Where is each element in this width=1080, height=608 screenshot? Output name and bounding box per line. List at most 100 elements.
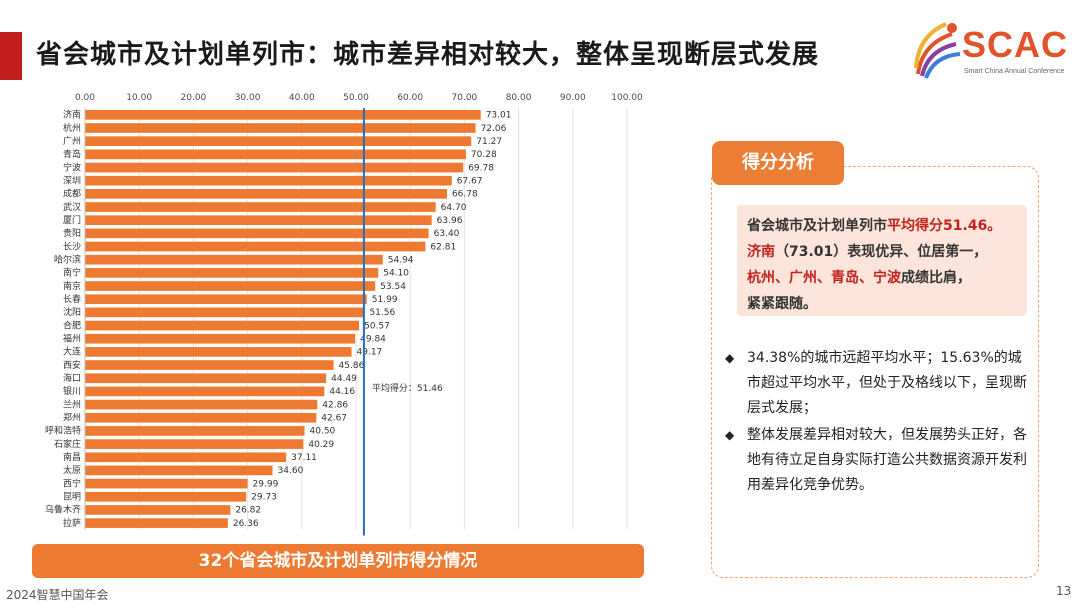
bar (85, 505, 231, 515)
summary-text: 成绩比肩， (901, 270, 971, 286)
x-tick-label: 70.00 (452, 93, 478, 103)
logo-swirl-icon (914, 22, 961, 79)
value-label: 29.73 (251, 493, 277, 503)
value-label: 66.78 (452, 190, 478, 200)
summary-line-1: 省会城市及计划单列市平均得分51.46。 (747, 213, 1017, 239)
logo-text: SCAC (962, 24, 1069, 65)
value-label: 54.94 (388, 255, 414, 265)
bar (85, 123, 476, 133)
bar (85, 412, 317, 423)
value-label: 72.06 (481, 124, 507, 134)
summary-line-2: 济南（73.01）表现优异、位居第一， (747, 239, 1017, 265)
bar (85, 268, 379, 278)
value-label: 70.28 (471, 150, 497, 160)
bullet-text: 34.38%的城市远超平均水平；15.63%的城市超过平均水平，但处于及格线以下… (747, 350, 1027, 416)
value-label: 50.57 (364, 321, 390, 331)
bullet-text: 整体发展差异相对较大，但发展势头正好，各地有待立足自身实际打造公共数据资源开发利… (747, 427, 1027, 493)
diamond-bullet-icon: ◆ (725, 351, 735, 365)
x-tick-label: 100.00 (611, 93, 643, 103)
value-label: 40.29 (308, 440, 334, 450)
value-label: 51.99 (372, 295, 398, 305)
category-label: 石家庄 (54, 438, 81, 450)
title-accent-bar (0, 32, 22, 80)
x-tick-label: 10.00 (126, 93, 152, 103)
value-label: 44.49 (331, 374, 357, 384)
value-label: 67.67 (457, 176, 483, 186)
category-label: 沈阳 (63, 306, 81, 318)
bar (85, 347, 352, 357)
category-label: 郑州 (63, 411, 81, 423)
bar (85, 518, 228, 528)
value-label: 64.70 (441, 203, 467, 213)
value-label: 34.60 (278, 466, 304, 476)
page-title: 省会城市及计划单列市：城市差异相对较大，整体呈现断层式发展 (36, 40, 820, 70)
category-label: 太原 (63, 464, 81, 476)
bar (85, 281, 376, 291)
category-label: 海口 (63, 372, 81, 384)
bar (85, 333, 356, 344)
summary-line-3: 杭州、广州、青岛、宁波成绩比肩， (747, 265, 1017, 291)
summary-box: 省会城市及计划单列市平均得分51.46。 济南（73.01）表现优异、位居第一，… (737, 205, 1027, 316)
category-label: 长沙 (63, 240, 81, 252)
value-label: 49.84 (360, 334, 386, 344)
value-label: 73.01 (486, 111, 512, 121)
footer-text: 2024智慧中国年会 (6, 588, 109, 602)
category-label: 昆明 (63, 492, 81, 503)
x-tick-label: 0.00 (75, 93, 95, 103)
logo-subtitle: Smart China Annual Conference (964, 68, 1065, 75)
bar (85, 386, 325, 397)
bar (85, 373, 327, 384)
bar (85, 399, 318, 410)
category-label: 西宁 (63, 477, 81, 489)
bullet-item: ◆ 整体发展差异相对较大，但发展势头正好，各地有待立足自身实际打造公共数据资源开… (725, 423, 1030, 498)
bar (85, 189, 447, 199)
x-tick-label: 30.00 (235, 93, 261, 103)
summary-highlight: 杭州、广州、青岛、宁波 (747, 270, 901, 286)
bullet-list: ◆ 34.38%的城市远超平均水平；15.63%的城市超过平均水平，但处于及格线… (725, 346, 1030, 500)
value-label: 71.27 (476, 137, 502, 147)
category-label: 深圳 (63, 175, 81, 186)
chart-caption: 32个省会城市及计划单列市得分情况 (32, 544, 644, 578)
value-label: 37.11 (291, 453, 317, 463)
bar (85, 307, 365, 318)
x-tick-label: 80.00 (506, 93, 532, 103)
x-tick-label: 90.00 (560, 93, 586, 103)
bar (85, 320, 360, 331)
value-label: 40.50 (310, 427, 336, 437)
value-label: 29.99 (253, 479, 279, 489)
bar (85, 149, 466, 160)
value-label: 42.67 (321, 413, 347, 423)
category-label: 大连 (63, 346, 81, 358)
category-label: 武汉 (63, 201, 81, 213)
category-label: 福州 (63, 332, 81, 344)
bar (85, 228, 429, 239)
category-label: 济南 (63, 109, 81, 121)
value-label: 42.86 (322, 400, 348, 410)
x-tick-label: 20.00 (181, 93, 207, 103)
summary-text: 紧紧跟随。 (747, 296, 817, 312)
value-label: 54.10 (383, 269, 409, 279)
value-label: 51.56 (369, 308, 395, 318)
summary-highlight: 济南 (747, 244, 775, 260)
value-label: 63.96 (437, 216, 463, 226)
summary-line-4: 紧紧跟随。 (747, 291, 1017, 317)
bar (85, 478, 248, 489)
category-label: 贵阳 (63, 227, 81, 239)
bar (85, 360, 334, 370)
value-label: 26.82 (235, 506, 261, 516)
bar (85, 202, 436, 212)
x-tick-label: 50.00 (343, 93, 369, 103)
category-label: 兰州 (63, 398, 81, 410)
bar (85, 162, 464, 173)
summary-text: （73.01）表现优异、位居第一， (775, 244, 988, 260)
value-label: 26.36 (233, 519, 259, 529)
bar (85, 439, 304, 449)
x-tick-label: 40.00 (289, 93, 315, 103)
category-label: 成都 (63, 188, 81, 200)
bar (85, 452, 287, 463)
category-label: 哈尔滨 (54, 253, 81, 265)
category-label: 厦门 (63, 214, 81, 226)
category-label: 西安 (63, 359, 81, 371)
value-label: 53.54 (380, 282, 406, 292)
category-label: 呼和浩特 (45, 425, 81, 437)
